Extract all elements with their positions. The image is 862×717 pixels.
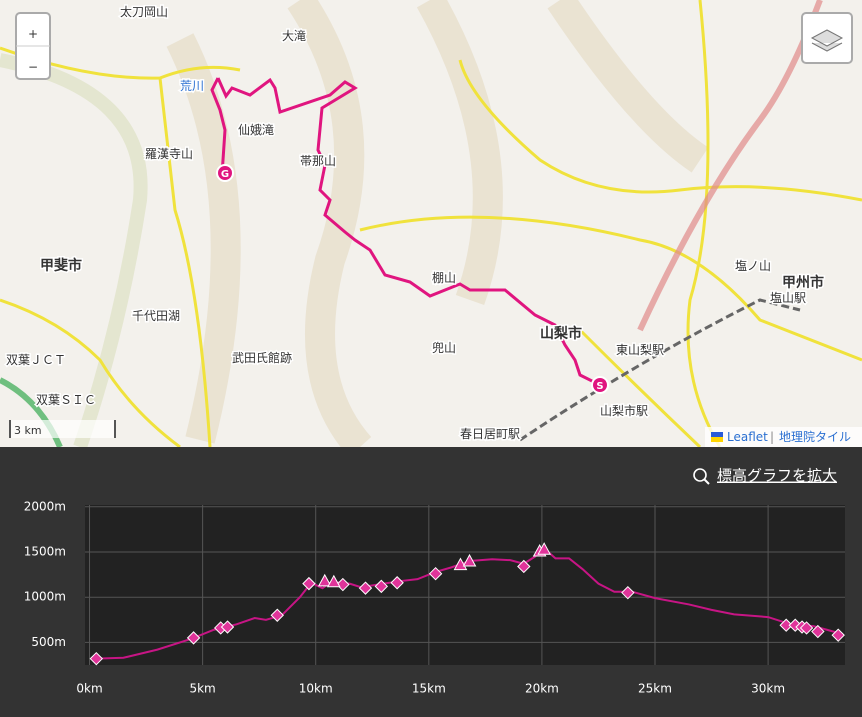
waypoint-marker	[517, 559, 531, 574]
waypoint-marker	[811, 624, 825, 639]
layers-button[interactable]	[801, 12, 853, 64]
map-label: 双葉ＪＣＴ	[6, 353, 66, 367]
waypoint-marker	[220, 620, 235, 634]
map-label: 荒川	[180, 79, 204, 93]
waypoint-marker	[302, 576, 316, 591]
zoom-out-button[interactable]: −	[28, 60, 38, 74]
flag	[711, 437, 723, 442]
zoom-icon[interactable]	[703, 478, 710, 485]
y-tick-label: 2000m	[24, 499, 66, 513]
flag	[711, 432, 723, 437]
summit-marker	[462, 553, 477, 567]
waypoint-marker	[799, 621, 814, 635]
map-label: 双葉ＳＩＣ	[36, 393, 96, 407]
zoom-icon[interactable]	[693, 468, 707, 482]
map-label: 太刀岡山	[120, 4, 168, 19]
attribution-sep: |	[770, 430, 774, 444]
waypoint-marker	[186, 631, 201, 645]
waypoint-marker	[428, 566, 443, 581]
highway	[637, 0, 823, 332]
map-label: 甲州市	[782, 274, 824, 291]
map[interactable]: G S 太刀岡山 荒川 仙娥滝 羅漢寺山 甲斐市 千代田湖 武田氏館跡 双葉ＪＣ…	[0, 0, 862, 447]
x-tick-label: 0km	[76, 682, 102, 696]
map-label: 帯那山	[300, 154, 336, 168]
elevation-panel: 標高グラフを拡大 500m 1000m 1500m 2000m 0km 5km 10km 15…	[0, 447, 862, 717]
x-tick-label: 15km	[412, 682, 446, 696]
x-tick-label: 25km	[638, 682, 672, 696]
map-label: 羅漢寺山	[145, 147, 193, 161]
scale-label: 3 km	[14, 424, 42, 437]
scale-bar: 3 km	[9, 419, 116, 439]
railway	[519, 298, 801, 442]
x-tick-label: 20km	[525, 682, 559, 696]
svg-text:S: S	[596, 381, 603, 392]
route	[210, 77, 601, 387]
waypoint-marker	[374, 579, 389, 594]
waypoint-marker	[89, 651, 104, 666]
terrain	[0, 0, 709, 447]
map-label: 棚山	[432, 270, 456, 285]
map-background	[0, 0, 862, 447]
route-endpoints: G S	[216, 164, 609, 394]
attribution-bg	[705, 427, 862, 447]
map-label: 大滝	[282, 29, 306, 43]
attribution-link[interactable]: Leaflet	[727, 430, 768, 444]
x-tick-label: 30km	[751, 682, 785, 696]
waypoint-marker	[779, 618, 793, 632]
summit-marker	[453, 557, 468, 571]
y-tick-label: 500m	[31, 635, 66, 649]
map-label: 塩山駅	[770, 290, 806, 305]
zoom-control: + −	[15, 12, 51, 80]
map-label: 兜山	[432, 340, 456, 355]
map-label: 山梨市駅	[600, 403, 648, 418]
summit-marker	[326, 574, 341, 588]
x-tick-label: 10km	[299, 682, 333, 696]
waypoint-marker	[390, 576, 404, 590]
waypoint-marker	[831, 628, 845, 642]
waypoint-marker	[358, 581, 373, 595]
waypoint-marker	[621, 585, 635, 600]
attribution-link[interactable]: 地理院タイル	[779, 430, 851, 444]
waypoint-marker	[336, 577, 350, 592]
x-tick-label: 5km	[189, 682, 215, 696]
map-label: 武田氏館跡	[232, 350, 292, 365]
map-label: 春日居町駅	[460, 427, 520, 441]
zoom-in-button[interactable]: +	[28, 27, 38, 41]
summit-marker	[317, 573, 332, 587]
zoom-link[interactable]: 標高グラフを拡大	[717, 467, 837, 485]
y-tick-label: 1500m	[24, 545, 66, 559]
map-label: 山梨市	[540, 325, 582, 342]
summit-marker	[537, 542, 552, 555]
map-label: 甲斐市	[40, 257, 82, 274]
map-label: 千代田湖	[132, 308, 180, 323]
y-tick-label: 1000m	[24, 590, 66, 604]
svg-text:G: G	[221, 169, 229, 180]
map-label: 東山梨駅	[616, 343, 664, 357]
map-label: 仙娥滝	[238, 123, 274, 137]
plot-area	[85, 505, 845, 665]
waypoint-marker	[270, 608, 284, 622]
map-label: 塩ノ山	[735, 258, 771, 273]
